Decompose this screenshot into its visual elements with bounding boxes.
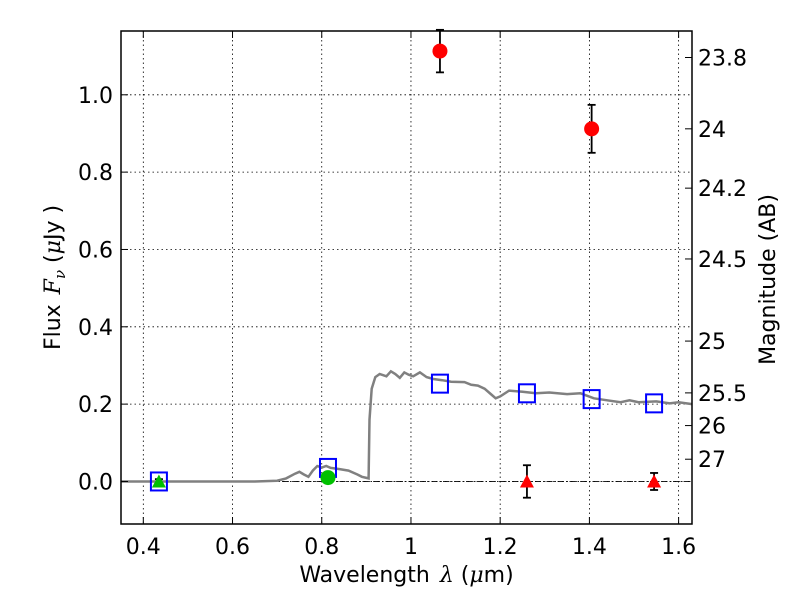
model-photometry-square xyxy=(149,471,168,492)
x-tick-label: 0.6 xyxy=(215,535,250,560)
ticks: 0.4 0.6 0.8 1 1.2 1.4 1.6 0.0 0.2 0.4 0.6 0.8 1.0 23.… xyxy=(78,31,747,560)
mag-tick-label: 23.8 xyxy=(698,46,747,71)
y-tick-label: 0.4 xyxy=(78,316,113,341)
x-axis-label: Wavelength λ (μm) xyxy=(299,563,513,588)
model-photometry-square xyxy=(582,389,601,410)
model-photometry-square xyxy=(430,373,449,394)
upper-limit-triangle xyxy=(151,474,166,488)
upper-limit-triangle xyxy=(519,474,534,488)
mag-tick-label: 25.5 xyxy=(698,382,747,407)
upper-limit-triangle xyxy=(647,474,662,488)
right-axis-label: Magnitude (AB) xyxy=(756,194,781,365)
data-layer xyxy=(121,28,693,499)
model-sed-line xyxy=(121,369,693,483)
detection-point xyxy=(432,43,448,59)
y-tick-label: 0.8 xyxy=(78,161,113,186)
mag-tick-label: 24 xyxy=(698,118,726,143)
mag-tick-label: 25 xyxy=(698,330,726,355)
mag-tick-label: 27 xyxy=(698,448,726,473)
mag-tick-label: 24.2 xyxy=(698,177,747,202)
mag-tick-label: 24.5 xyxy=(698,248,747,273)
y-tick-label: 0.0 xyxy=(78,470,113,495)
detection-point xyxy=(584,121,600,137)
x-tick-label: 1 xyxy=(404,535,418,560)
mag-tick-label: 26 xyxy=(698,415,726,440)
x-tick-label: 0.4 xyxy=(126,535,161,560)
x-tick-label: 1.2 xyxy=(483,535,518,560)
y-tick-label: 0.2 xyxy=(78,393,113,418)
grid xyxy=(121,31,692,524)
y-tick-label: 1.0 xyxy=(78,84,113,109)
x-tick-label: 1.4 xyxy=(572,535,607,560)
x-tick-label: 0.8 xyxy=(304,535,339,560)
x-tick-label: 1.6 xyxy=(661,535,696,560)
y-axis-label: FluxFν (μJy ) xyxy=(41,205,69,350)
plot-frame xyxy=(120,30,693,525)
model-photometry-square xyxy=(517,383,536,404)
y-tick-label: 0.6 xyxy=(78,238,113,263)
detection-point xyxy=(320,470,336,486)
model-photometry-square xyxy=(645,393,664,414)
